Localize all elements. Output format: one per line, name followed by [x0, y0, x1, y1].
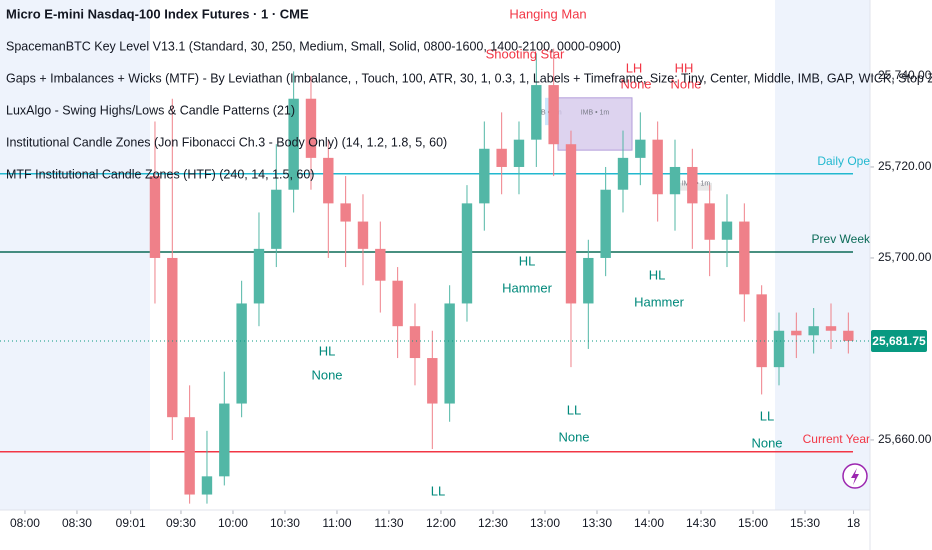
candle-body — [704, 203, 715, 240]
last-price-box — [871, 329, 927, 352]
candle-body — [669, 166, 681, 195]
candle-body — [548, 85, 559, 145]
candle-body — [409, 326, 421, 359]
candle-body — [461, 203, 473, 304]
candle-body — [617, 157, 629, 190]
candle-body — [184, 417, 195, 495]
candle-body — [392, 280, 403, 327]
candle-body — [791, 330, 802, 336]
zone-label: IMB • 1m — [581, 110, 610, 117]
pattern-label: Shooting Star — [486, 46, 565, 61]
candle-body — [149, 176, 161, 258]
pattern-label: LH — [626, 60, 643, 75]
candle-body — [843, 330, 854, 341]
y-tick-label: 25,700.00 — [878, 250, 932, 264]
x-tick-label: 09:01 — [116, 516, 146, 530]
imbalance-zone — [557, 97, 633, 151]
level-label: Prev Week — [812, 232, 871, 246]
candle-body — [444, 303, 455, 404]
candle-body — [201, 476, 213, 495]
last-price-label: 25,681.75 — [872, 334, 926, 348]
candle-body — [375, 248, 386, 281]
x-tick-label: 10:30 — [270, 516, 300, 530]
x-tick-label: 08:30 — [62, 516, 92, 530]
pattern-label: LL — [431, 483, 445, 498]
pattern-label: HH — [675, 60, 694, 75]
candle-body — [825, 326, 837, 331]
pattern-label: None — [670, 76, 701, 91]
x-tick-label: 14:30 — [686, 516, 716, 530]
x-tick-label: 12:00 — [426, 516, 456, 530]
candle-body — [773, 330, 785, 368]
y-tick-label: 25,660.00 — [878, 432, 932, 446]
candle-body — [167, 257, 178, 418]
candle-body — [756, 294, 767, 368]
pattern-label: None — [311, 367, 342, 382]
x-tick-label: 11:00 — [322, 516, 351, 530]
x-tick-label: 10:00 — [218, 516, 248, 530]
candle-body — [271, 189, 282, 249]
candle-body — [687, 166, 698, 204]
candle-body — [531, 85, 542, 140]
x-tick-label: 09:30 — [166, 516, 196, 530]
candle-body — [357, 221, 369, 249]
x-tick-label: 18 — [847, 516, 861, 530]
level-label: Current Year — [803, 432, 870, 446]
candle-body — [739, 221, 750, 295]
x-tick-label: 15:30 — [790, 516, 820, 530]
candle-body — [583, 257, 594, 304]
candle-body — [565, 144, 577, 304]
candle-body — [427, 358, 438, 404]
candle-body — [305, 98, 317, 158]
indicator-legend: Gaps + Imbalances + Wicks (MTF) - By Lev… — [6, 71, 932, 85]
candle-body — [808, 326, 819, 336]
candle-body — [253, 248, 265, 304]
indicator-legend: Institutional Candle Zones (Jon Fibonacc… — [6, 135, 447, 149]
x-tick-label: 12:30 — [478, 516, 508, 530]
indicator-legend: LuxAlgo - Swing Highs/Lows & Candle Patt… — [6, 103, 295, 117]
y-tick-label: 25,720.00 — [878, 159, 932, 173]
session-shade — [0, 0, 150, 510]
x-tick-label: 13:00 — [530, 516, 560, 530]
candle-body — [635, 139, 646, 158]
pattern-label: None — [620, 76, 651, 91]
x-tick-label: 13:30 — [582, 516, 612, 530]
indicator-legend: SpacemanBTC Key Level V13.1 (Standard, 3… — [6, 39, 621, 53]
x-tick-label: 11:30 — [374, 516, 403, 530]
alert-bolt — [851, 468, 859, 485]
indicator-legend: MTF Institutional Candle Zones (HTF) (24… — [6, 167, 314, 181]
x-tick-label: 08:00 — [10, 516, 40, 530]
x-tick-label: 14:00 — [634, 516, 664, 530]
pattern-label: None — [558, 429, 589, 444]
y-tick-label: 25,740.00 — [878, 68, 932, 82]
session-shade — [775, 0, 870, 510]
candle-body — [513, 139, 525, 167]
zone-label: IMB • 1m — [533, 110, 562, 117]
candle-body — [652, 139, 663, 195]
chart-title: Micro E-mini Nasdaq-100 Index Futures · … — [6, 6, 309, 21]
pattern-label: HL — [649, 267, 666, 282]
candle-body — [479, 148, 490, 204]
pattern-label: HL — [519, 253, 536, 268]
level-label: Daily Ope — [817, 154, 870, 168]
pattern-label: Hammer — [502, 280, 553, 295]
candle-body — [236, 303, 247, 404]
candle-body — [323, 157, 334, 204]
candle-body — [721, 221, 733, 240]
pattern-label: Hanging Man — [509, 6, 586, 21]
pattern-label: LL — [760, 408, 774, 423]
x-tick-label: 15:00 — [738, 516, 768, 530]
candle-body — [219, 403, 230, 477]
candle-body — [496, 148, 507, 167]
candle-body — [288, 98, 299, 190]
pattern-label: HL — [319, 343, 336, 358]
pattern-label: Hammer — [634, 294, 685, 309]
pattern-label: LL — [567, 402, 581, 417]
pattern-label: None — [751, 435, 782, 450]
candle-body — [600, 189, 611, 258]
candle-body — [340, 203, 351, 222]
